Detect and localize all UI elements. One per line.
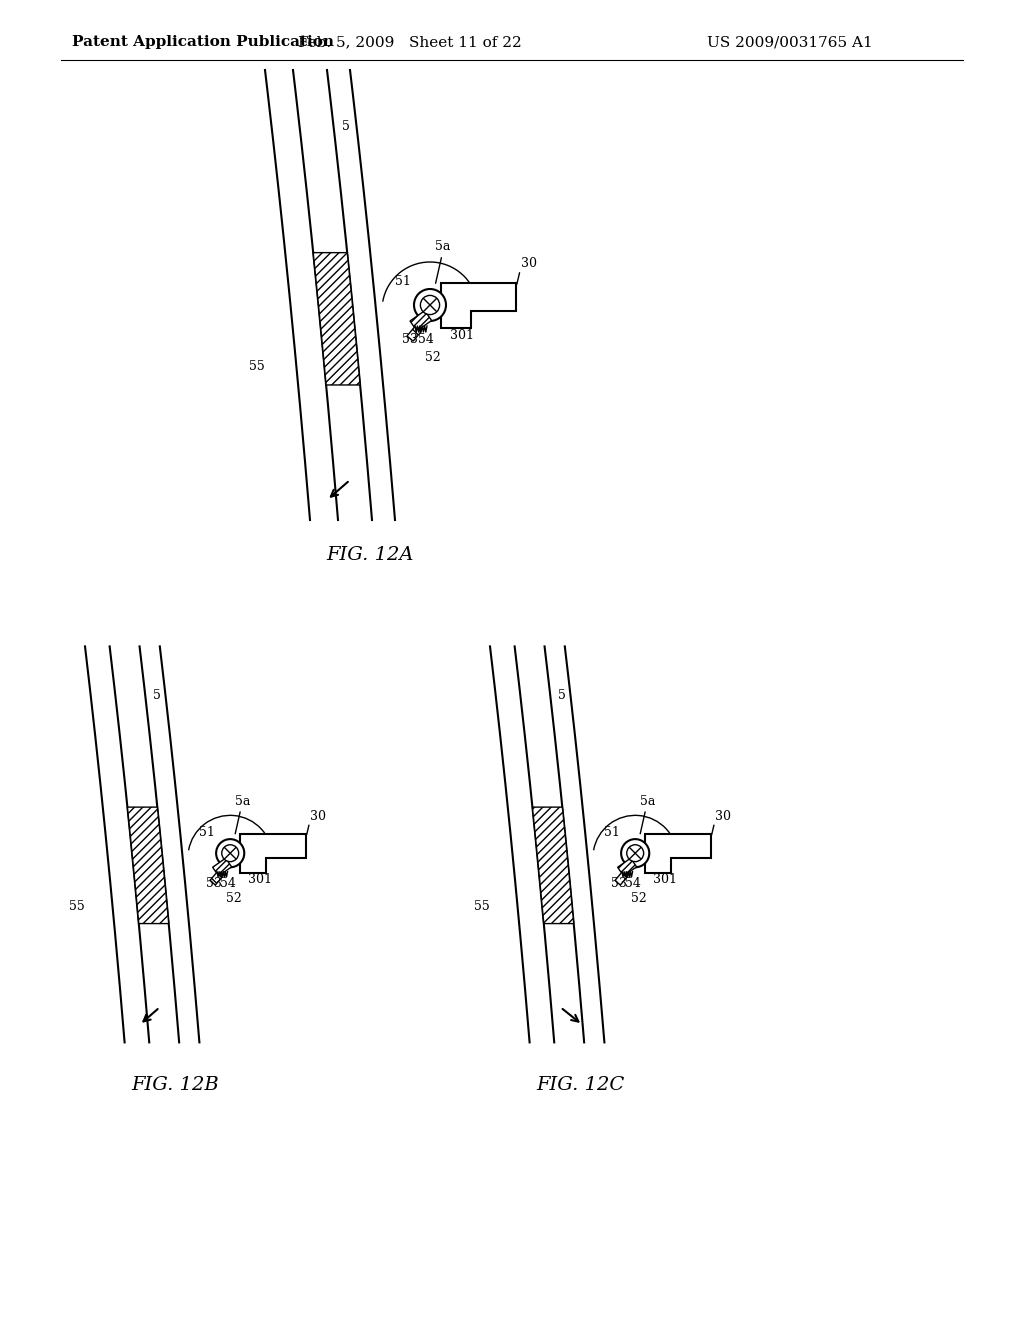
Circle shape <box>622 840 649 867</box>
Text: 5: 5 <box>558 689 565 702</box>
Text: 5a: 5a <box>640 795 655 808</box>
Text: 54: 54 <box>418 333 434 346</box>
Polygon shape <box>210 873 222 884</box>
Circle shape <box>216 840 245 867</box>
Text: 52: 52 <box>631 892 646 906</box>
Text: 30: 30 <box>521 257 538 271</box>
Text: Feb. 5, 2009   Sheet 11 of 22: Feb. 5, 2009 Sheet 11 of 22 <box>298 36 522 49</box>
Text: 55: 55 <box>70 900 85 913</box>
Polygon shape <box>532 807 573 924</box>
Text: 301: 301 <box>248 873 271 886</box>
Text: 51: 51 <box>395 275 411 288</box>
Text: FIG. 12C: FIG. 12C <box>536 1076 624 1094</box>
Polygon shape <box>441 282 516 327</box>
Text: 53: 53 <box>206 876 221 890</box>
Text: 55: 55 <box>249 360 265 374</box>
Polygon shape <box>127 807 169 924</box>
Polygon shape <box>617 858 637 876</box>
Text: 5: 5 <box>153 689 161 702</box>
Text: US 2009/0031765 A1: US 2009/0031765 A1 <box>708 36 872 49</box>
Text: 55: 55 <box>474 900 490 913</box>
Polygon shape <box>645 834 711 874</box>
Text: 54: 54 <box>625 876 641 890</box>
Text: 30: 30 <box>310 809 327 822</box>
Polygon shape <box>615 873 627 884</box>
Text: 53: 53 <box>402 333 418 346</box>
Polygon shape <box>213 858 231 876</box>
Circle shape <box>222 845 239 862</box>
Text: 5: 5 <box>342 120 350 133</box>
Text: FIG. 12B: FIG. 12B <box>131 1076 219 1094</box>
Circle shape <box>414 289 446 321</box>
Text: FIG. 12A: FIG. 12A <box>327 546 414 564</box>
Text: 51: 51 <box>604 825 621 838</box>
Polygon shape <box>313 252 360 385</box>
Circle shape <box>421 296 439 314</box>
Polygon shape <box>407 327 421 341</box>
Text: 53: 53 <box>610 876 627 890</box>
Text: 52: 52 <box>226 892 242 906</box>
Text: 52: 52 <box>425 351 440 364</box>
Text: Patent Application Publication: Patent Application Publication <box>72 36 334 49</box>
Text: 301: 301 <box>450 329 474 342</box>
Text: 5a: 5a <box>435 240 451 253</box>
Text: 5a: 5a <box>234 795 250 808</box>
Text: 51: 51 <box>200 825 215 838</box>
Text: 301: 301 <box>653 873 677 886</box>
Circle shape <box>627 845 644 862</box>
Polygon shape <box>240 834 306 874</box>
Polygon shape <box>410 310 432 331</box>
Text: 54: 54 <box>219 876 236 890</box>
Text: 30: 30 <box>716 809 731 822</box>
